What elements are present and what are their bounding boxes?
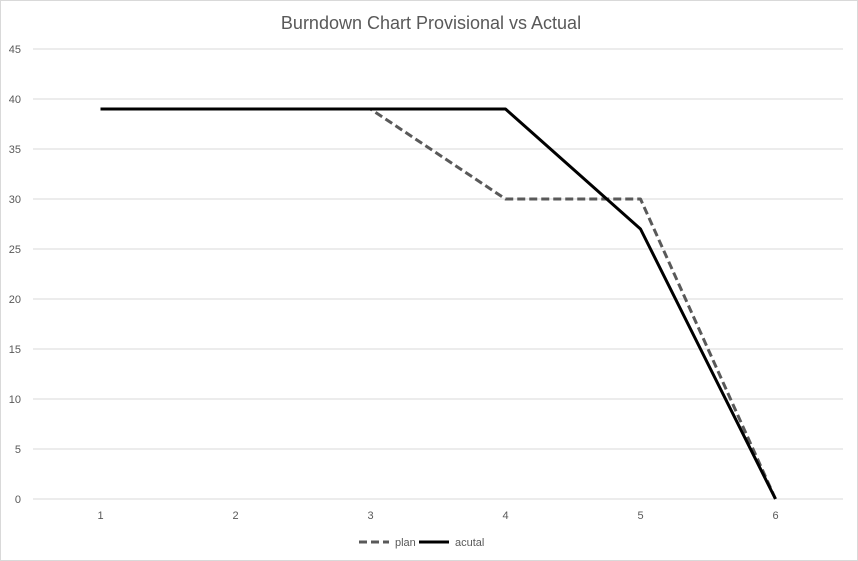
x-axis-tick-labels: 1 2 3 4 5 6 xyxy=(97,510,778,522)
y-tick-label: 25 xyxy=(9,244,21,256)
x-tick-label: 3 xyxy=(367,510,373,522)
chart-title: Burndown Chart Provisional vs Actual xyxy=(281,13,581,33)
x-tick-label: 6 xyxy=(772,510,778,522)
y-tick-label: 15 xyxy=(9,344,21,356)
x-tick-label: 4 xyxy=(502,510,508,522)
y-tick-label: 40 xyxy=(9,94,21,106)
y-tick-label: 20 xyxy=(9,294,21,306)
y-tick-label: 45 xyxy=(9,44,21,56)
y-tick-label: 5 xyxy=(15,444,21,456)
legend: plan acutal xyxy=(359,537,484,549)
legend-label-acutal: acutal xyxy=(455,537,484,549)
series-line-acutal xyxy=(100,107,777,500)
gridlines xyxy=(33,48,843,500)
x-tick-label: 2 xyxy=(232,510,238,522)
y-tick-label: 0 xyxy=(15,494,21,506)
x-tick-label: 1 xyxy=(97,510,103,522)
legend-label-plan: plan xyxy=(395,537,416,549)
series-lines xyxy=(100,107,777,500)
series-line-plan xyxy=(100,107,777,500)
y-tick-label: 30 xyxy=(9,194,21,206)
y-axis-tick-labels: 0 5 10 15 20 25 30 35 40 45 xyxy=(9,44,21,506)
y-tick-label: 35 xyxy=(9,144,21,156)
y-tick-label: 10 xyxy=(9,394,21,406)
x-tick-label: 5 xyxy=(637,510,643,522)
